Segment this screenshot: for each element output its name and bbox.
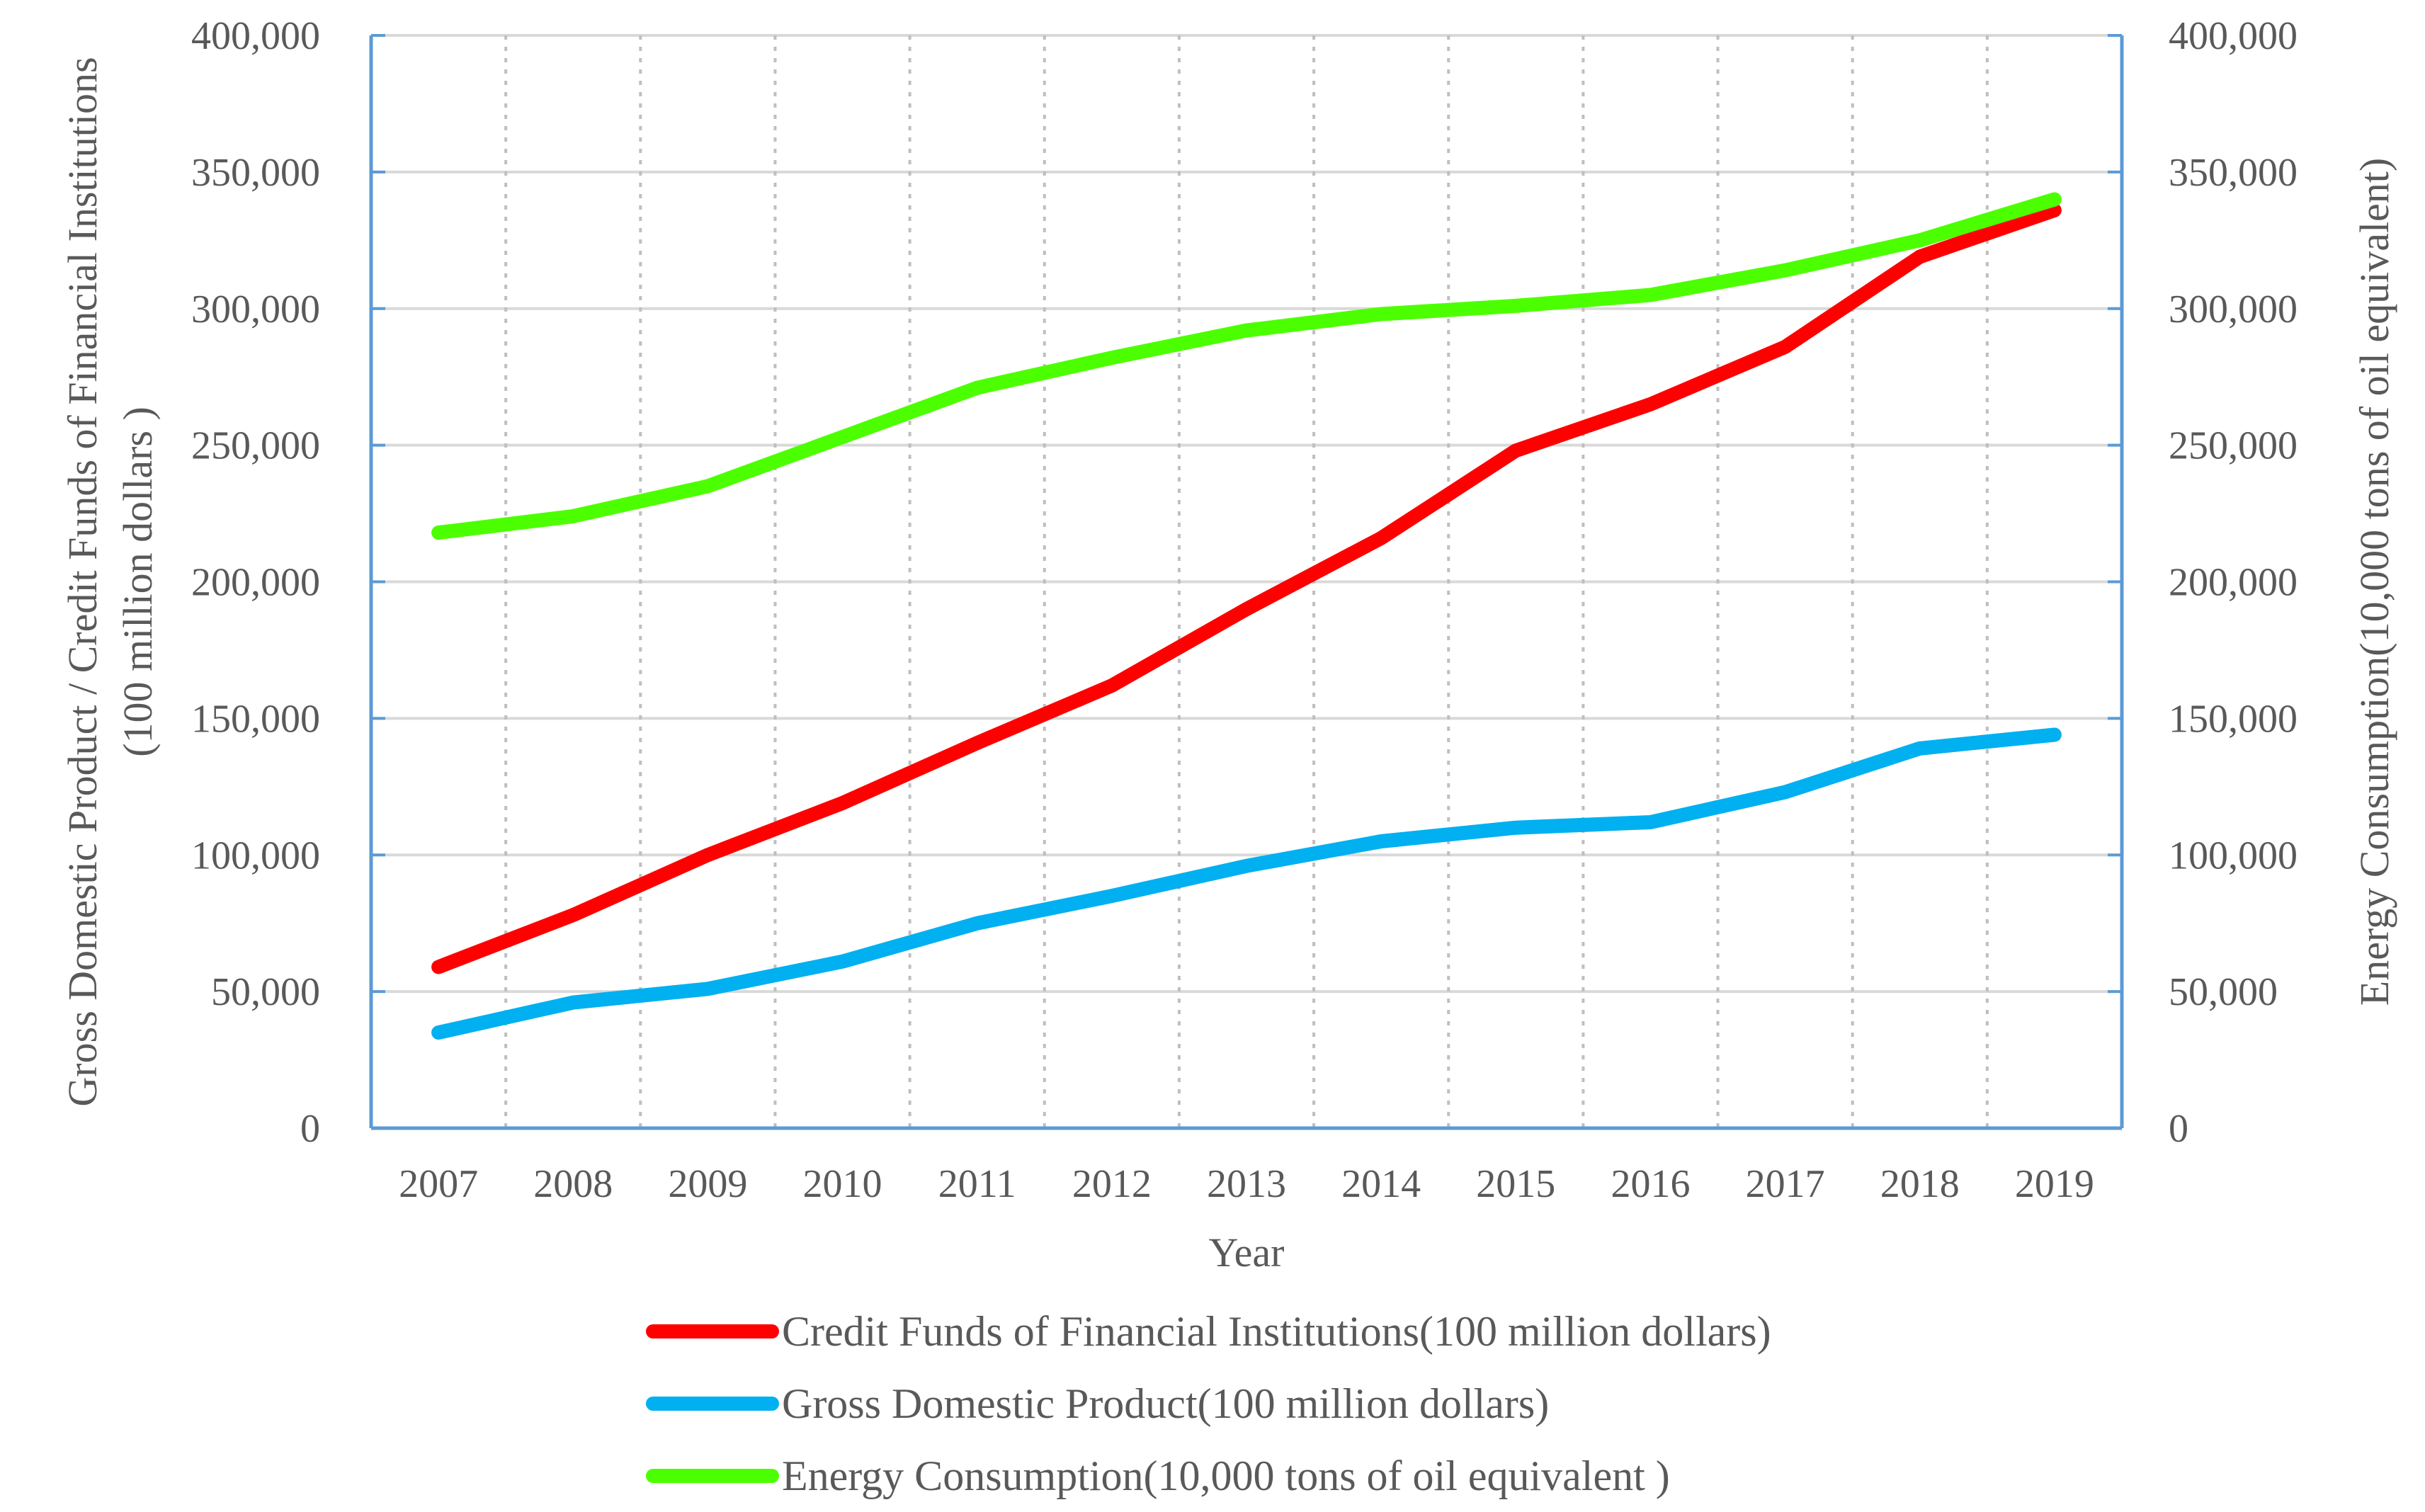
x-tick-label: 2010 [803,1162,882,1206]
left-y-tick-label: 50,000 [211,970,320,1014]
left-y-axis-title-line1: Gross Domestic Product / Credit Funds of… [59,57,106,1106]
left-y-tick-label: 400,000 [191,14,320,58]
legend-label-3: Energy Consumption(10,000 tons of oil eq… [782,1453,1670,1499]
left-y-tick-label: 350,000 [191,151,320,195]
left-y-tick-label: 150,000 [191,697,320,741]
series-line-3 [431,192,2062,540]
x-tick-label: 2013 [1207,1162,1286,1206]
left-y-tick-label: 100,000 [191,834,320,877]
legend: Credit Funds of Financial Institutions(1… [646,1308,1771,1499]
gridlines [371,34,2122,1128]
left-y-tick-label: 300,000 [191,288,320,331]
x-tick-label: 2012 [1072,1162,1152,1206]
right-y-tick-label: 250,000 [2169,424,2298,468]
right-y-tick-label: 150,000 [2169,697,2298,741]
x-tick-label: 2011 [938,1162,1016,1206]
left-y-tick-label: 0 [300,1107,320,1151]
x-tick-label: 2019 [2015,1162,2094,1206]
right-y-tick-label: 400,000 [2169,14,2298,58]
left-y-axis-title-line2: (100 million dollars ) [115,407,161,757]
right-y-tick-label: 350,000 [2169,151,2298,195]
left-y-tick-label: 250,000 [191,424,320,468]
x-tick-label: 2007 [399,1162,478,1206]
tick-labels: 0 50,000 100,000 150,000 200,000 250,000 300,0… [191,14,2298,1206]
series-lines [431,192,2062,1040]
right-y-tick-label: 100,000 [2169,834,2298,877]
x-tick-label: 2017 [1746,1162,1825,1206]
series-line-2 [431,727,2062,1040]
right-y-axis-title: Energy Consumption(10,000 tons of oil eq… [2351,158,2397,1006]
x-tick-label: 2008 [533,1162,613,1206]
axes [369,34,2124,1130]
x-axis-title: Year [1209,1229,1285,1275]
x-tick-label: 2014 [1341,1162,1421,1206]
legend-label-1: Credit Funds of Financial Institutions(1… [782,1308,1771,1355]
right-y-tick-label: 0 [2169,1107,2188,1151]
x-tick-label: 2016 [1611,1162,1690,1206]
left-y-tick-label: 200,000 [191,561,320,605]
legend-label-2: Gross Domestic Product(100 million dolla… [782,1380,1549,1427]
x-tick-label: 2018 [1880,1162,1960,1206]
x-tick-label: 2009 [668,1162,747,1206]
right-y-tick-label: 50,000 [2169,970,2278,1014]
right-y-tick-label: 200,000 [2169,561,2298,605]
right-y-tick-label: 300,000 [2169,288,2298,331]
x-tick-label: 2015 [1476,1162,1555,1206]
series-line-1 [431,203,2062,974]
